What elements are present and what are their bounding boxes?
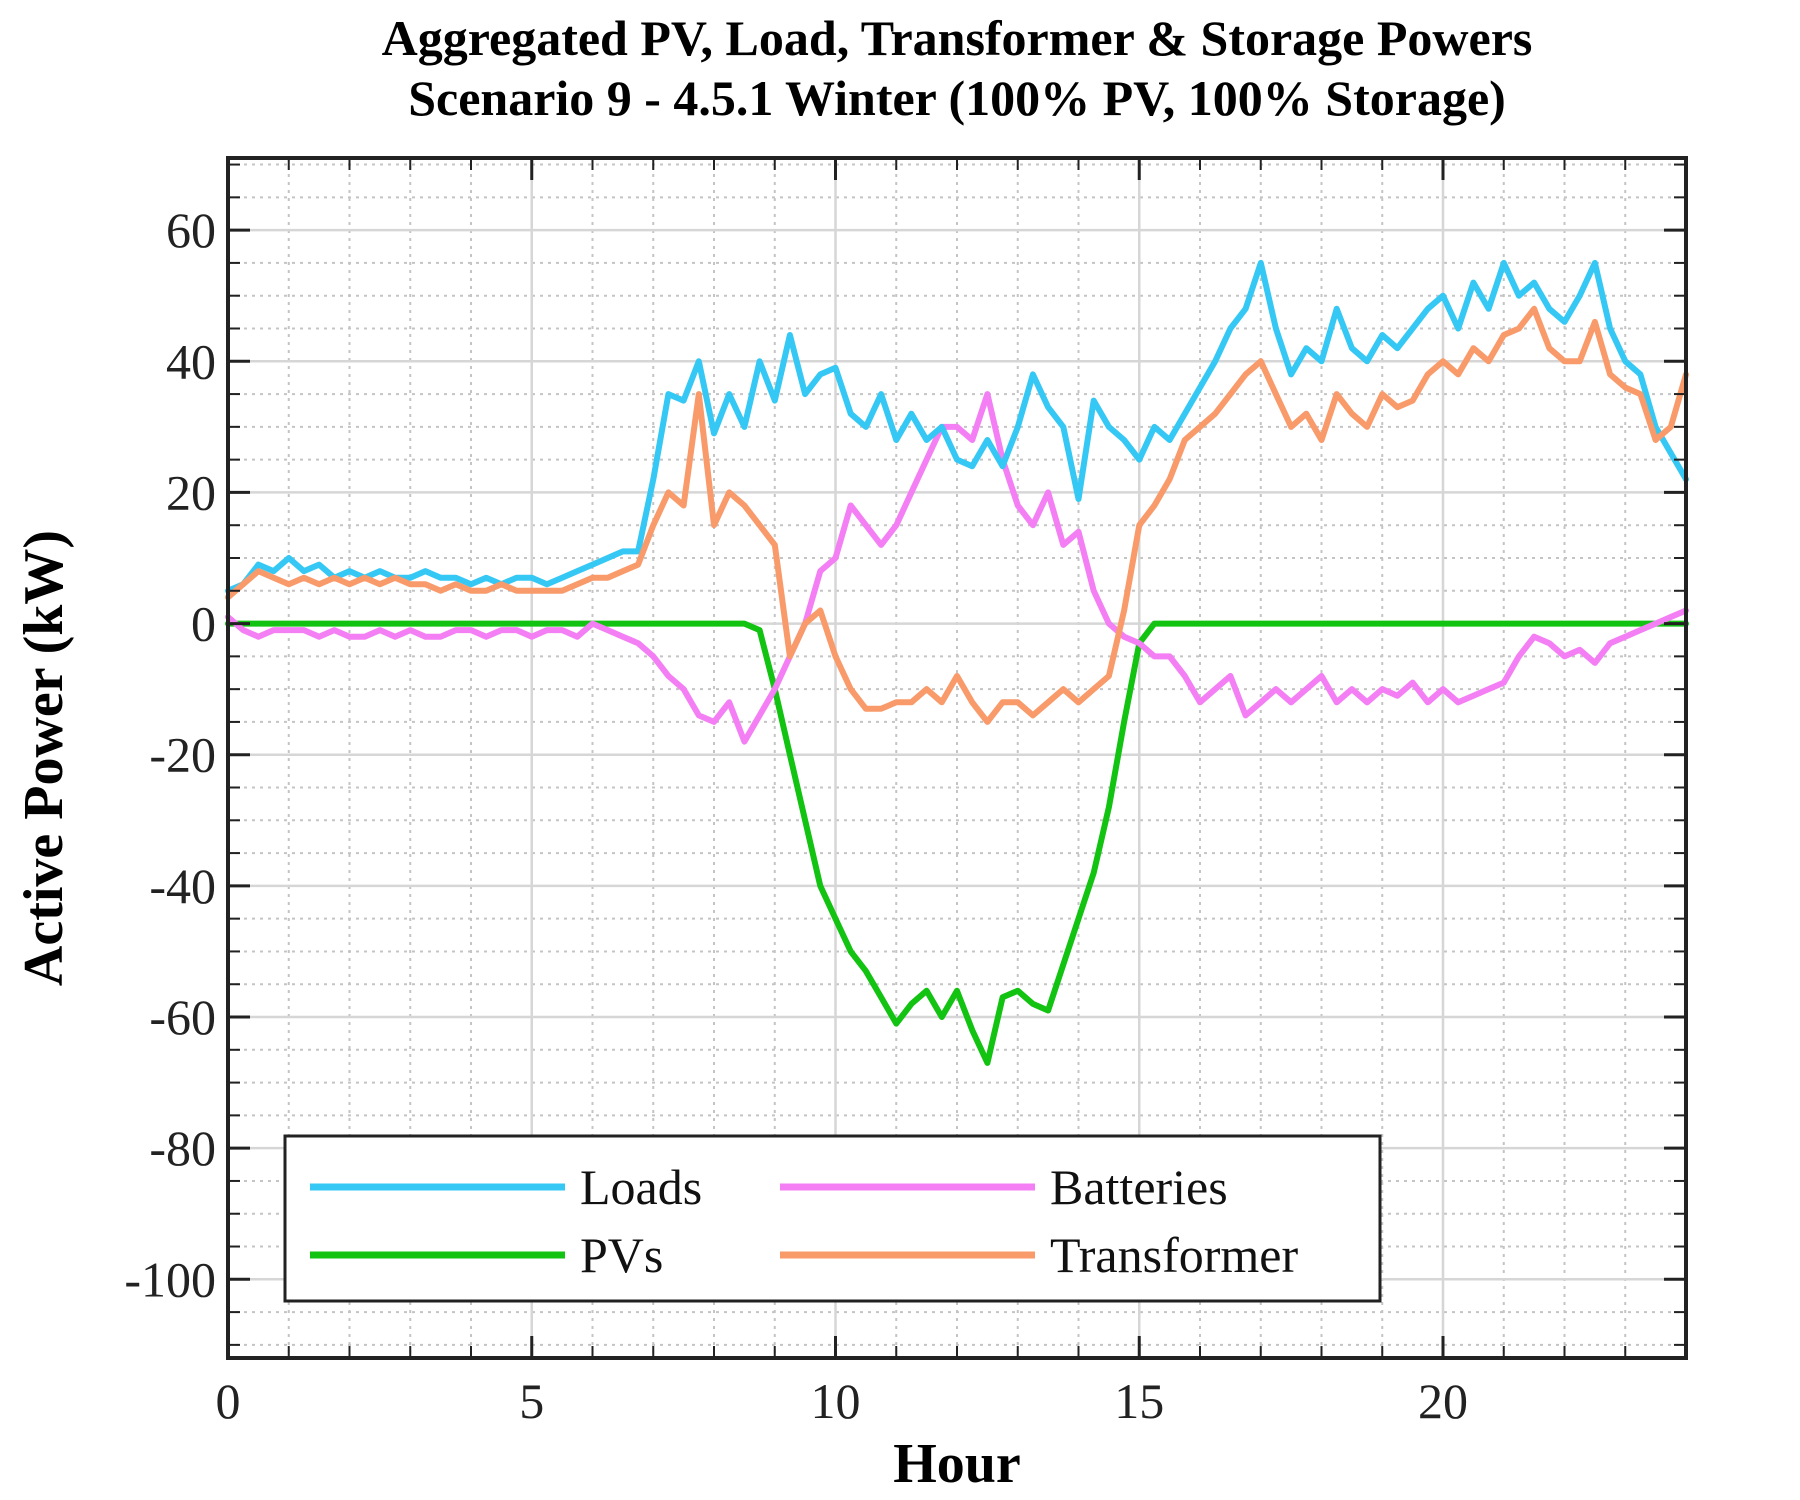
chart-subtitle: Scenario 9 - 4.5.1 Winter (100% PV, 100%…	[408, 70, 1506, 126]
axis-ticks	[226, 158, 1687, 1358]
x-axis-label: Hour	[893, 1433, 1021, 1495]
x-tick-labels: 0 5 10 15 20	[216, 1373, 1469, 1429]
legend-label-pvs: PVs	[580, 1227, 663, 1283]
legend-box	[283, 1134, 1382, 1303]
y-tick-label: 40	[166, 333, 216, 389]
y-tick-label: -80	[149, 1120, 216, 1176]
legend-label-batteries: Batteries	[1050, 1159, 1228, 1215]
series-line-batteries	[225, 391, 1689, 745]
x-tick-label: 0	[216, 1373, 241, 1429]
y-tick-labels: 60 40 20 0 -20 -40 -60 -80 -100	[124, 202, 216, 1307]
y-tick-label: -60	[149, 989, 216, 1045]
legend-label-transformer: Transformer	[1050, 1227, 1298, 1283]
chart-title: Aggregated PV, Load, Transformer & Stora…	[382, 10, 1533, 66]
series-layer	[225, 259, 1689, 1066]
legend: Loads PVs Batteries Transformer	[283, 1134, 1382, 1303]
series-line-loads	[225, 259, 1689, 594]
y-tick-label: 60	[166, 202, 216, 258]
x-tick-label: 20	[1418, 1373, 1468, 1429]
y-tick-label: -100	[124, 1251, 216, 1307]
x-tick-label: 15	[1114, 1373, 1164, 1429]
legend-label-loads: Loads	[580, 1159, 702, 1215]
y-tick-label: 20	[166, 464, 216, 520]
x-tick-label: 10	[811, 1373, 861, 1429]
y-tick-label: 0	[191, 596, 216, 652]
y-tick-label: -20	[149, 727, 216, 783]
y-tick-label: -40	[149, 858, 216, 914]
series-line-transformer	[225, 305, 1689, 725]
y-axis-label: Active Power (kW)	[13, 530, 75, 986]
x-tick-label: 5	[519, 1373, 544, 1429]
series-line-pvs	[225, 620, 1689, 1066]
